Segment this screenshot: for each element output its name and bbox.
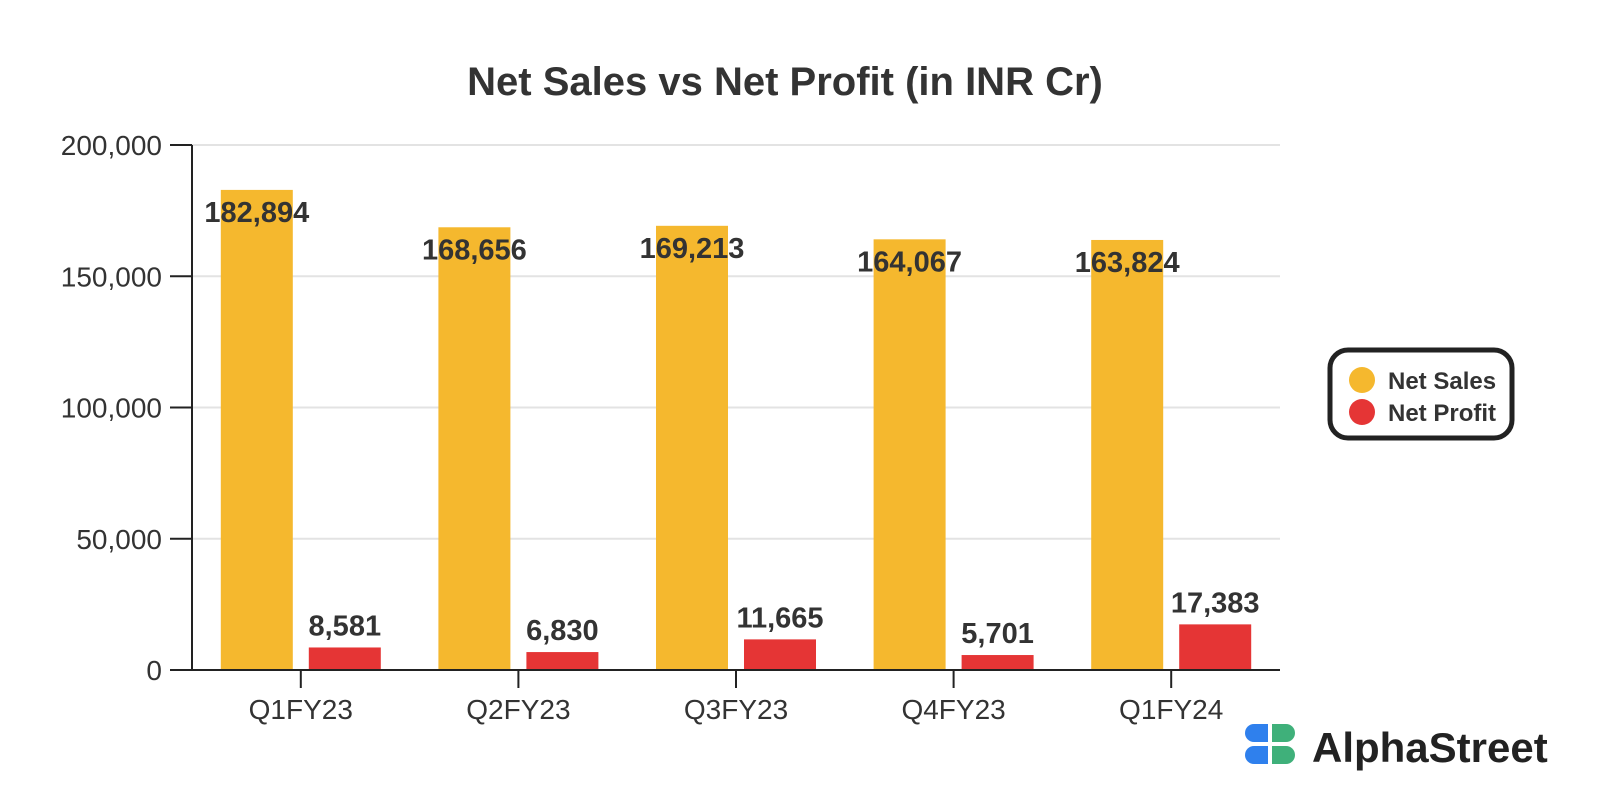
data-label-net-profit: 5,701 xyxy=(961,618,1034,650)
bar-net-profit xyxy=(526,652,599,670)
x-tick-label: Q1FY24 xyxy=(1119,694,1223,725)
data-label-net-sales: 164,067 xyxy=(857,246,962,278)
bar-net-sales xyxy=(438,227,511,670)
bar-net-profit xyxy=(308,647,381,670)
legend: Net Sales Net Profit xyxy=(1327,347,1515,441)
brand-name: AlphaStreet xyxy=(1312,724,1548,771)
data-label-net-sales: 169,213 xyxy=(640,233,745,265)
y-axis-ticks: 0 50,000 100,000 150,000 200,000 xyxy=(61,130,192,686)
data-label-net-profit: 11,665 xyxy=(736,602,823,634)
bar-net-sales xyxy=(873,239,946,670)
brand-logo: AlphaStreet xyxy=(1245,724,1548,771)
legend-swatch-net-profit xyxy=(1349,399,1375,425)
x-tick-label: Q4FY23 xyxy=(901,694,1005,725)
data-labels: 182,894 8,581 168,656 6,830 169,213 11,665 164… xyxy=(204,197,1259,650)
x-tick-label: Q2FY23 xyxy=(466,694,570,725)
bars xyxy=(220,189,1252,671)
legend-label-net-sales: Net Sales xyxy=(1388,368,1496,395)
bar-net-profit xyxy=(744,639,816,670)
x-tick-label: Q1FY23 xyxy=(249,694,353,725)
data-label-net-sales: 168,656 xyxy=(422,234,527,266)
data-label-net-profit: 17,383 xyxy=(1171,587,1260,619)
legend-box xyxy=(1327,347,1515,441)
axes xyxy=(170,145,1280,671)
chart-title: Net Sales vs Net Profit (in INR Cr) xyxy=(467,60,1103,104)
bar-net-sales xyxy=(656,225,728,671)
bar-net-sales xyxy=(1091,239,1164,670)
y-tick-label: 150,000 xyxy=(61,261,162,292)
bar-net-profit xyxy=(961,655,1034,670)
x-tick-label: Q3FY23 xyxy=(684,694,788,725)
legend-label-net-profit: Net Profit xyxy=(1388,400,1496,427)
data-label-net-profit: 6,830 xyxy=(526,615,599,647)
y-tick-label: 50,000 xyxy=(76,524,162,555)
bar-net-sales xyxy=(220,189,293,670)
y-tick-label: 100,000 xyxy=(61,393,162,424)
data-label-net-profit: 8,581 xyxy=(309,610,382,642)
x-axis-ticks: Q1FY23 Q2FY23 Q3FY23 Q4FY23 Q1FY24 xyxy=(249,670,1223,725)
y-tick-label: 200,000 xyxy=(61,130,162,161)
legend-swatch-net-sales xyxy=(1349,367,1375,393)
data-label-net-sales: 163,824 xyxy=(1075,247,1180,279)
alphastreet-logo-icon xyxy=(1245,724,1295,764)
y-tick-label: 0 xyxy=(146,655,162,686)
bar-net-profit xyxy=(1179,624,1252,670)
data-label-net-sales: 182,894 xyxy=(204,197,309,229)
